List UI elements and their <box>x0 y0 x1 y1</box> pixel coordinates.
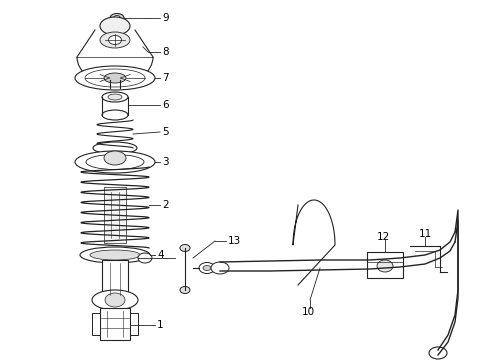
Ellipse shape <box>108 36 122 45</box>
Text: 11: 11 <box>419 229 432 239</box>
Ellipse shape <box>110 14 124 23</box>
Bar <box>367 252 403 278</box>
Ellipse shape <box>102 92 128 102</box>
Text: 3: 3 <box>162 157 169 167</box>
Bar <box>130 313 138 335</box>
Ellipse shape <box>75 66 155 90</box>
Ellipse shape <box>102 110 128 120</box>
Ellipse shape <box>203 266 211 270</box>
Ellipse shape <box>211 262 229 274</box>
Ellipse shape <box>85 69 145 87</box>
Ellipse shape <box>199 262 215 274</box>
Ellipse shape <box>180 287 190 293</box>
Text: 8: 8 <box>162 47 169 57</box>
Bar <box>102 260 128 298</box>
Text: 12: 12 <box>377 232 390 242</box>
Bar <box>100 308 130 340</box>
Ellipse shape <box>114 15 121 21</box>
Ellipse shape <box>100 32 130 48</box>
Ellipse shape <box>100 17 130 35</box>
Text: 2: 2 <box>162 200 169 210</box>
Text: 10: 10 <box>302 307 315 317</box>
Ellipse shape <box>90 250 140 260</box>
Ellipse shape <box>93 142 137 154</box>
Text: 1: 1 <box>157 320 164 330</box>
Ellipse shape <box>80 247 150 263</box>
Text: 6: 6 <box>162 100 169 110</box>
Ellipse shape <box>75 151 155 173</box>
Bar <box>104 187 126 243</box>
Text: 5: 5 <box>162 127 169 137</box>
Ellipse shape <box>105 293 125 307</box>
Ellipse shape <box>138 253 152 263</box>
Text: 7: 7 <box>162 73 169 83</box>
Bar <box>92 313 100 335</box>
Text: 9: 9 <box>162 13 169 23</box>
Ellipse shape <box>180 244 190 252</box>
Ellipse shape <box>92 290 138 310</box>
Ellipse shape <box>429 347 447 359</box>
Text: 13: 13 <box>228 236 241 246</box>
Ellipse shape <box>108 94 122 100</box>
Text: 4: 4 <box>157 250 164 260</box>
Ellipse shape <box>104 151 126 165</box>
Ellipse shape <box>377 260 393 272</box>
Ellipse shape <box>104 73 126 83</box>
Ellipse shape <box>86 154 144 170</box>
